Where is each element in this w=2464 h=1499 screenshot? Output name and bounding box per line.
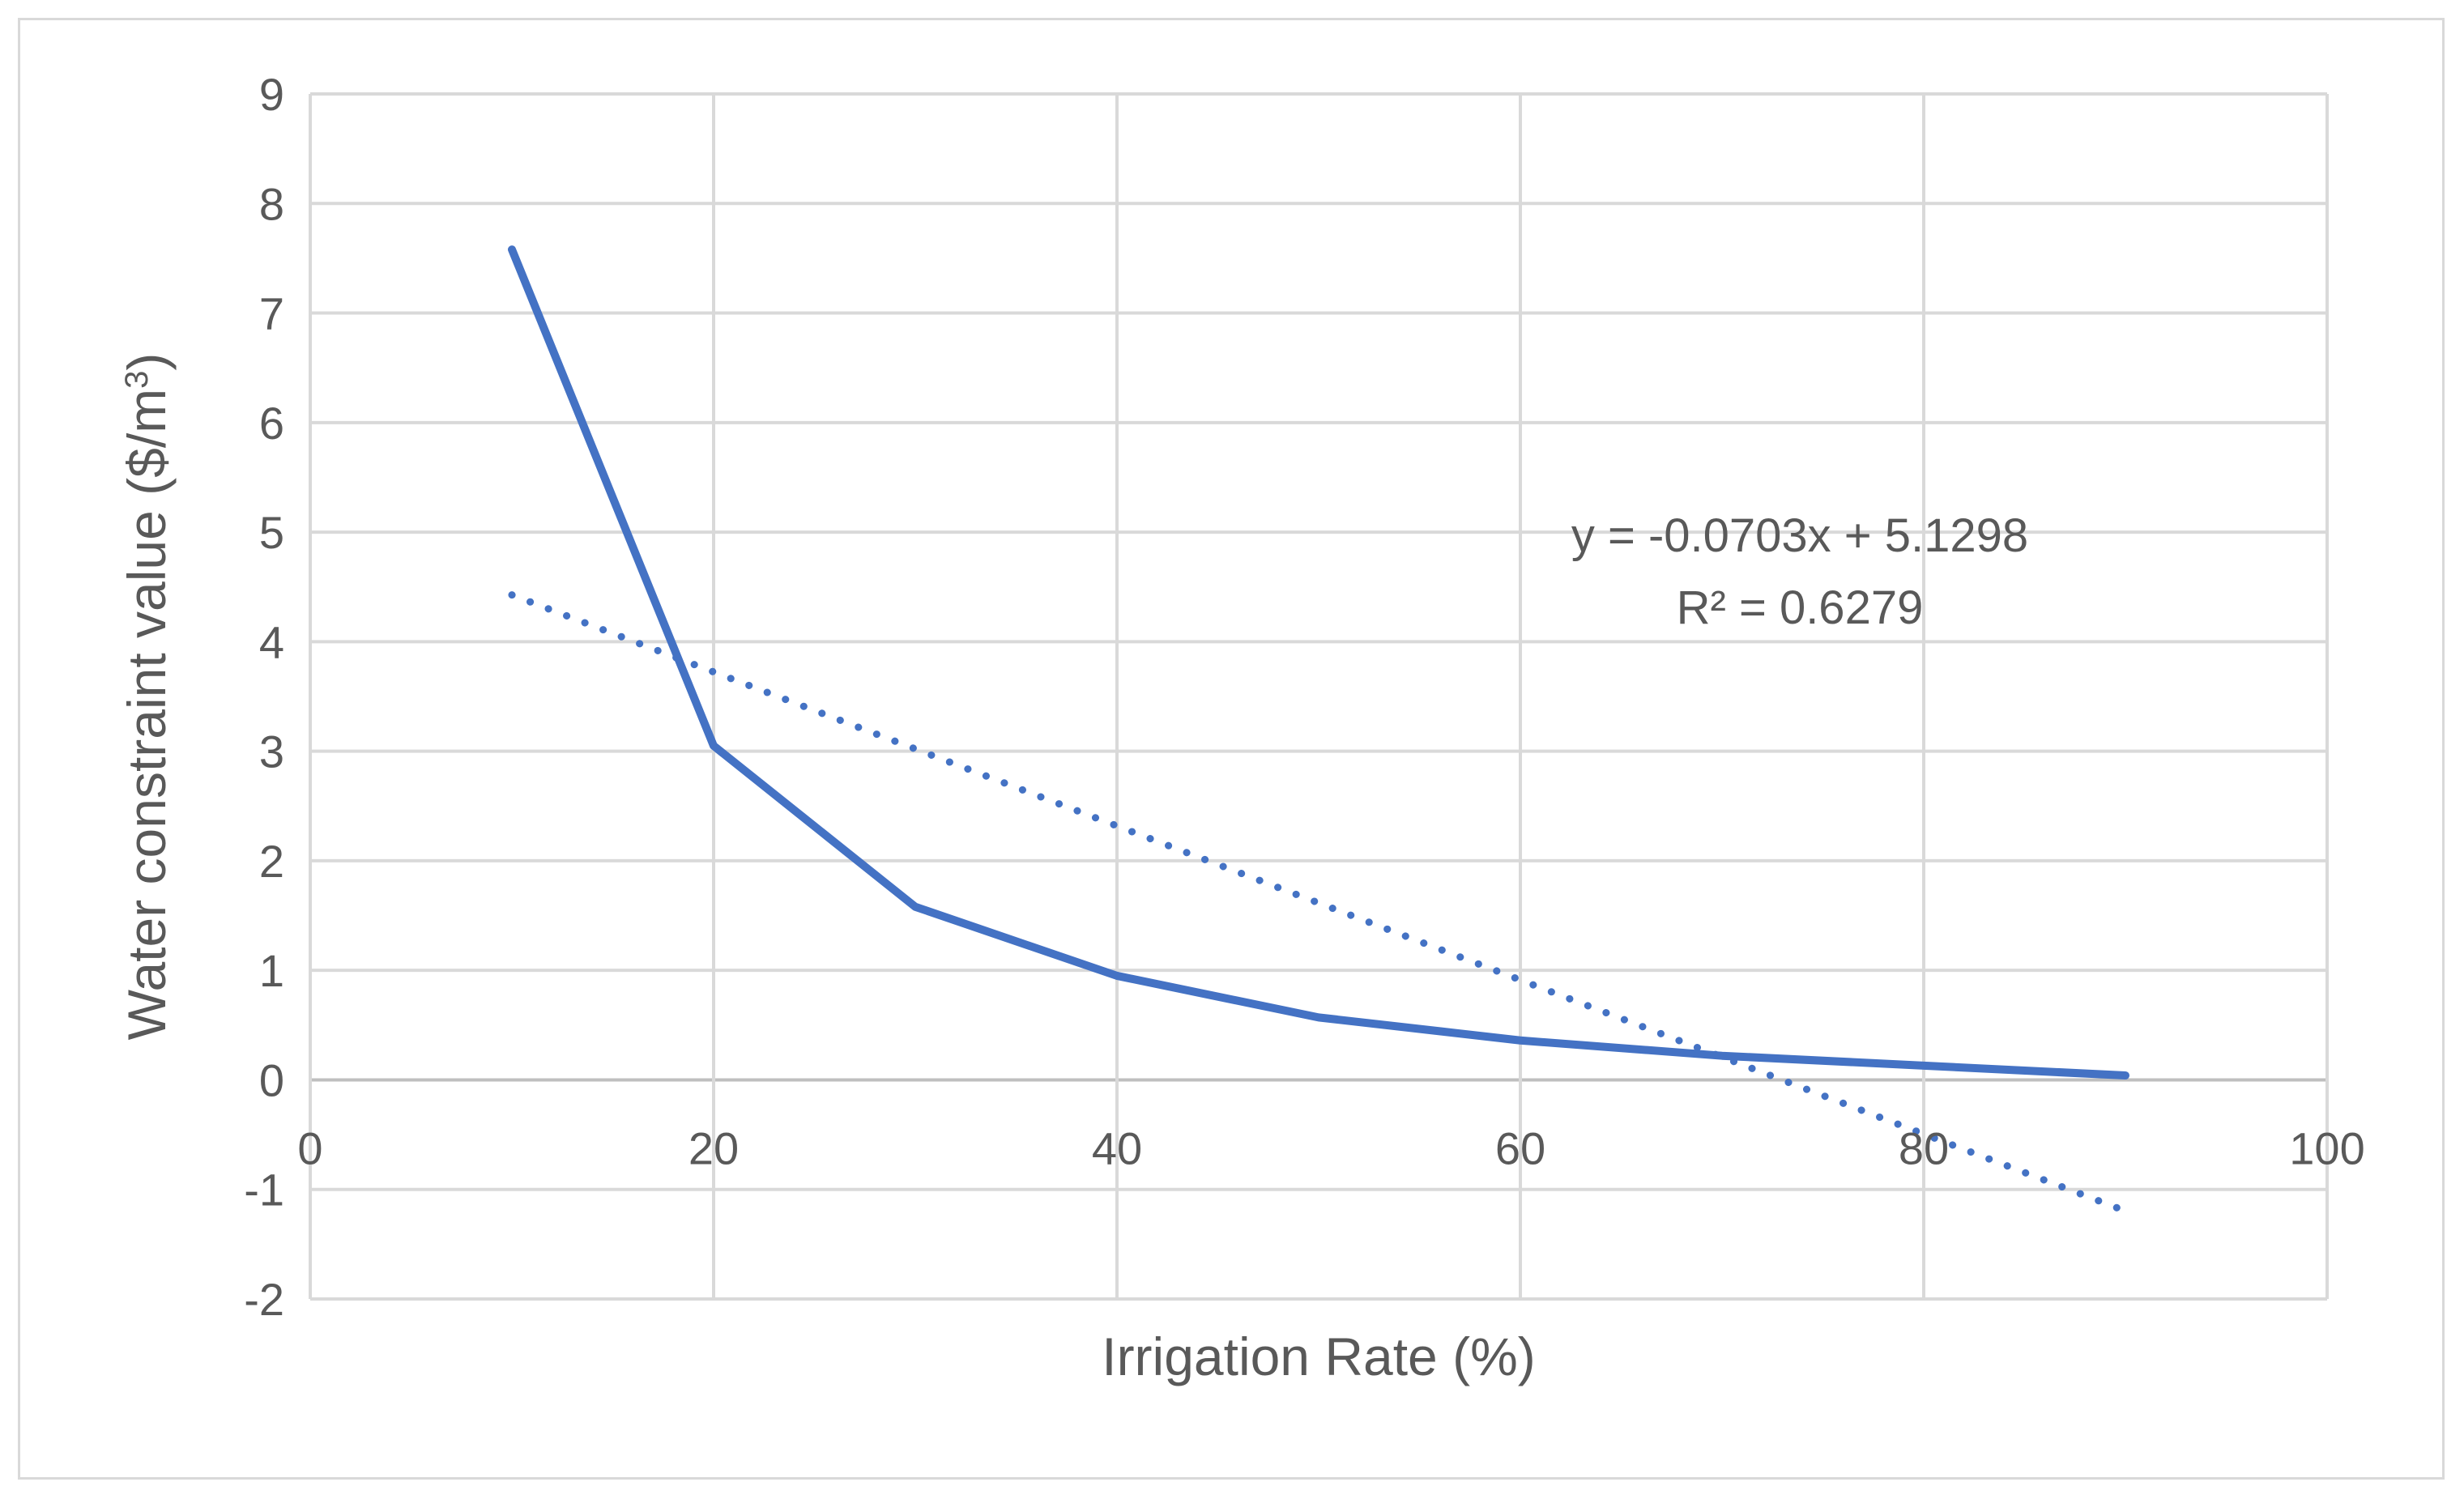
grid-layer <box>309 92 2329 1301</box>
series-point <box>1317 1016 1320 1020</box>
x-tick-label: 20 <box>688 1122 739 1173</box>
label-layer: -2 -1 0 1 2 3 4 5 6 7 8 9 0 20 40 60 80 100 <box>244 69 2365 1325</box>
y-axis-title-superscript: 3 <box>119 371 155 389</box>
y-tick-label: 1 <box>259 945 284 996</box>
series-point <box>1720 1054 1724 1058</box>
series-point <box>1922 1063 1925 1067</box>
trendline-equation: y = -0.0703x + 5.1298 <box>1571 509 2028 562</box>
trendline <box>508 591 2129 1215</box>
series-point <box>1519 1038 1522 1042</box>
y-tick-label: 0 <box>259 1054 284 1105</box>
y-tick-label: 6 <box>259 398 284 449</box>
series-layer <box>508 245 2129 1215</box>
x-tick-label: 80 <box>1899 1122 1949 1173</box>
y-tick-label: 9 <box>259 69 284 120</box>
y-axis-title-main: Water constraint value ($/m <box>117 389 177 1041</box>
y-tick-label: -2 <box>244 1274 284 1325</box>
x-tick-label: 60 <box>1495 1122 1545 1173</box>
y-axis-title: Water constraint value ($/m3) <box>117 353 177 1041</box>
y-tick-label: -1 <box>244 1165 284 1216</box>
y-tick-label: 5 <box>259 507 284 558</box>
series-point <box>510 248 514 252</box>
series-point <box>1115 973 1119 977</box>
y-tick-label: 3 <box>259 726 284 777</box>
series-line <box>508 245 2129 1080</box>
trendline-r-squared: R² = 0.6279 <box>1677 581 1924 634</box>
y-tick-label: 2 <box>259 836 284 887</box>
series-point <box>914 905 917 909</box>
x-tick-label: 40 <box>1092 1122 1142 1173</box>
chart-frame <box>18 18 2445 1480</box>
y-tick-label: 4 <box>259 616 284 667</box>
series-point <box>712 743 715 747</box>
y-tick-label: 8 <box>259 178 284 229</box>
series-point <box>2124 1074 2127 1078</box>
y-tick-label: 7 <box>259 288 284 339</box>
x-tick-label: 100 <box>2289 1122 2364 1173</box>
y-axis-title-close: ) <box>117 353 177 371</box>
x-axis-title: Irrigation Rate (%) <box>1102 1327 1536 1386</box>
x-tick-label: 0 <box>297 1122 322 1173</box>
